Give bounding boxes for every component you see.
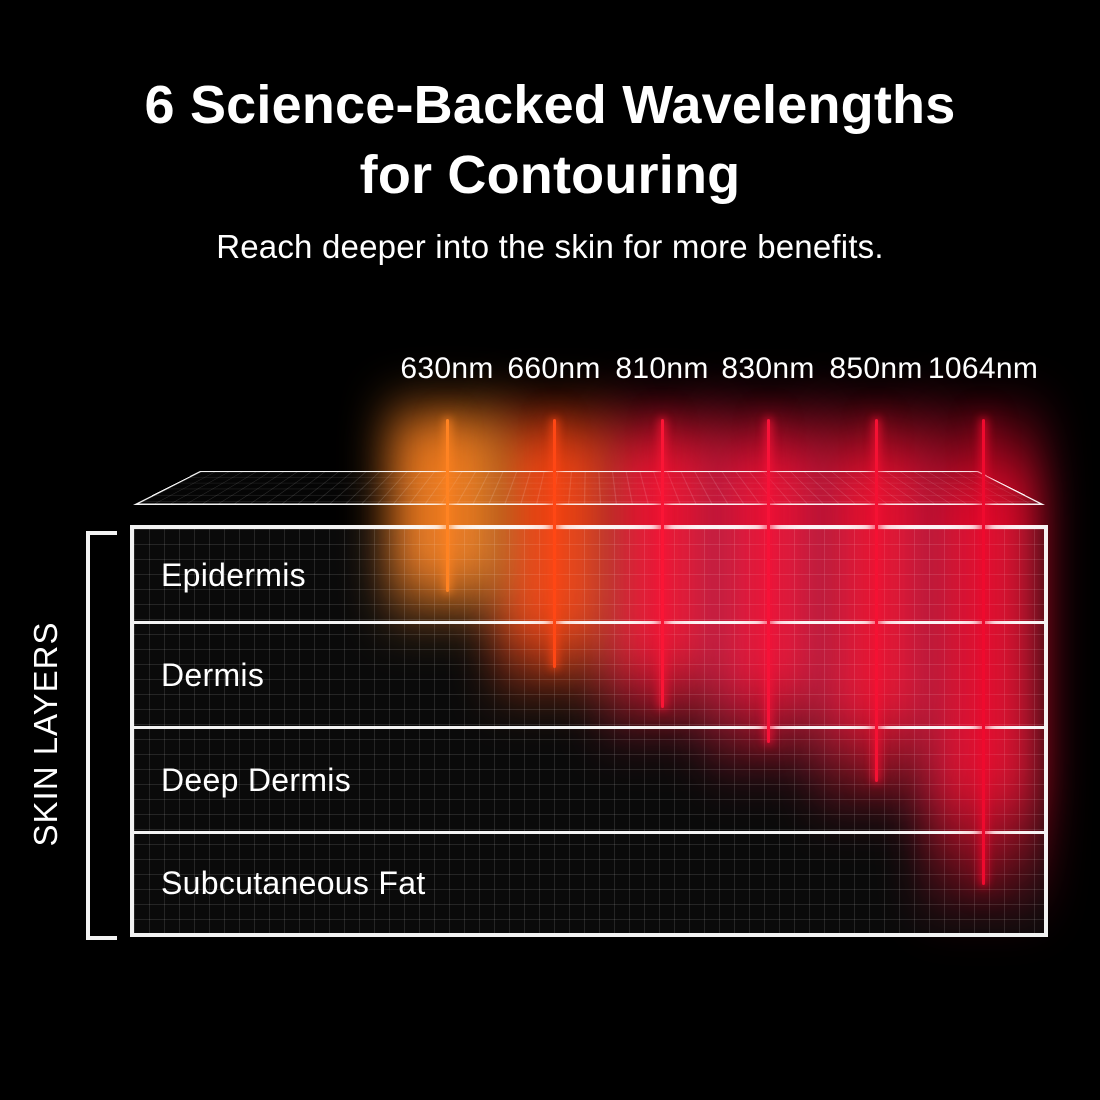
layer-row-epidermis: Epidermis — [134, 529, 1044, 625]
laser-beam-630nm — [445, 419, 449, 592]
layer-label-epidermis: Epidermis — [161, 556, 306, 593]
wavelength-label-660nm: 660nm — [507, 352, 601, 385]
skin-layers-side-label: SKIN LAYERS — [27, 621, 64, 847]
page-subtitle: Reach deeper into the skin for more bene… — [216, 228, 884, 265]
page-title: 6 Science-Backed Wavelengths for Contour… — [0, 70, 1100, 210]
layer-row-subcutaneous-fat: Subcutaneous Fat — [134, 834, 1044, 933]
laser-beam-850nm — [874, 419, 878, 782]
skin-layers-bracket-bottom-tick — [86, 936, 117, 940]
laser-beam-660nm — [552, 419, 556, 668]
layer-label-deep-dermis: Deep Dermis — [161, 761, 352, 798]
title-line-1: 6 Science-Backed Wavelengths — [144, 75, 956, 135]
wavelength-label-810nm: 810nm — [615, 352, 709, 385]
laser-beam-830nm — [766, 419, 770, 743]
laser-beam-810nm — [660, 419, 664, 708]
wavelength-label-850nm: 850nm — [829, 352, 923, 385]
wavelength-label-1064nm: 1064nm — [927, 352, 1039, 385]
laser-beam-1064nm — [981, 419, 985, 885]
layer-label-dermis: Dermis — [161, 656, 265, 693]
skin-layers-box: Epidermis Dermis Deep Dermis Subcutaneou… — [130, 525, 1048, 937]
skin-layers-bracket-top-tick — [86, 531, 117, 535]
wavelength-label-830nm: 830nm — [721, 352, 815, 385]
layer-row-deep-dermis: Deep Dermis — [134, 729, 1044, 835]
wavelength-label-630nm: 630nm — [400, 352, 494, 385]
skin-layers-bracket-line — [86, 531, 90, 940]
skin-surface-plane — [133, 470, 1045, 505]
title-line-2: for Contouring — [359, 145, 741, 205]
layer-label-subcutaneous-fat: Subcutaneous Fat — [161, 865, 426, 902]
layer-row-dermis: Dermis — [134, 624, 1044, 730]
